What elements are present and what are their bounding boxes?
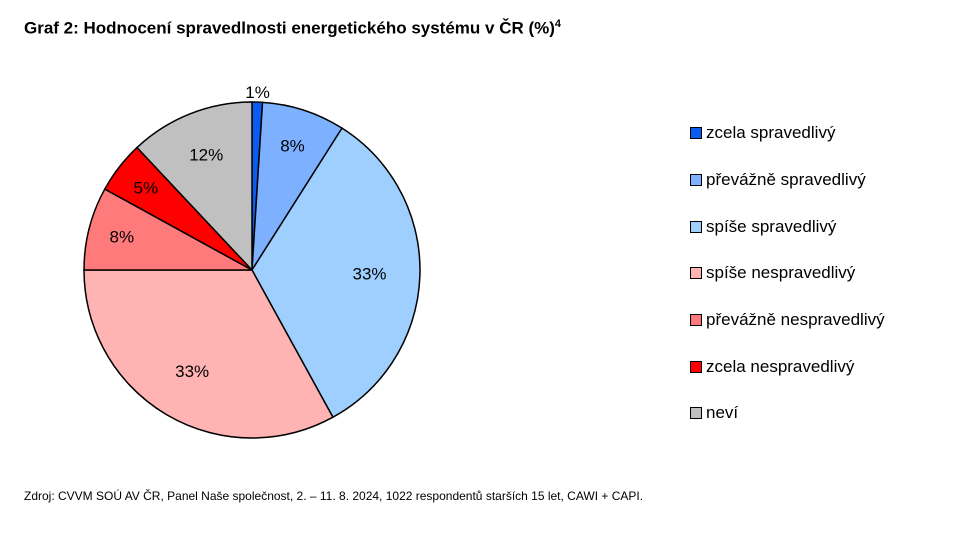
pie-data-label-7: 12% bbox=[189, 145, 223, 164]
pie-slice-4 bbox=[83, 269, 334, 439]
pie-slice-7 bbox=[135, 101, 253, 272]
legend-item-2: převážně spravedlivý bbox=[690, 157, 885, 204]
legend-label: spíše spravedlivý bbox=[706, 216, 837, 236]
legend-label: převážně spravedlivý bbox=[706, 170, 866, 190]
pie-data-label-5: 8% bbox=[110, 228, 135, 247]
pie-data-label-1: 1% bbox=[245, 83, 270, 102]
footnote-marker: 4 bbox=[554, 18, 562, 30]
legend-swatch bbox=[690, 267, 702, 280]
pie-data-label-4: 33% bbox=[175, 362, 209, 381]
source-note: Zdroj: CVVM SOÚ AV ČR, Panel Naše společ… bbox=[24, 489, 644, 503]
legend-item-6: zcela nespravedlivý bbox=[690, 343, 885, 390]
legend-label: neví bbox=[706, 403, 739, 423]
legend-swatch bbox=[690, 360, 702, 373]
legend-item-3: spíše spravedlivý bbox=[690, 203, 885, 250]
pie-data-label-6: 5% bbox=[134, 179, 159, 198]
legend-label: zcela spravedlivý bbox=[706, 123, 836, 143]
legend-label: spíše nespravedlivý bbox=[706, 263, 856, 283]
pie-data-label-2: 8% bbox=[280, 136, 305, 155]
legend-item-7: neví bbox=[690, 390, 885, 437]
legend-item-1: zcela spravedlivý bbox=[690, 110, 885, 157]
legend-swatch bbox=[690, 220, 702, 233]
legend: zcela spravedlivý převážně spravedlivý spí… bbox=[690, 110, 885, 437]
legend-item-4: spíše nespravedlivý bbox=[690, 250, 885, 297]
legend-item-5: převážně nespravedlivý bbox=[690, 297, 885, 344]
legend-swatch bbox=[690, 314, 702, 327]
legend-swatch bbox=[690, 407, 702, 420]
legend-label: převážně nespravedlivý bbox=[706, 310, 885, 330]
pie-data-label-3: 33% bbox=[353, 265, 387, 284]
chart-title: Graf 2: Hodnocení spravedlnosti energeti… bbox=[24, 18, 562, 38]
legend-swatch bbox=[690, 127, 702, 140]
legend-label: zcela nespravedlivý bbox=[706, 356, 855, 376]
legend-swatch bbox=[690, 174, 702, 187]
